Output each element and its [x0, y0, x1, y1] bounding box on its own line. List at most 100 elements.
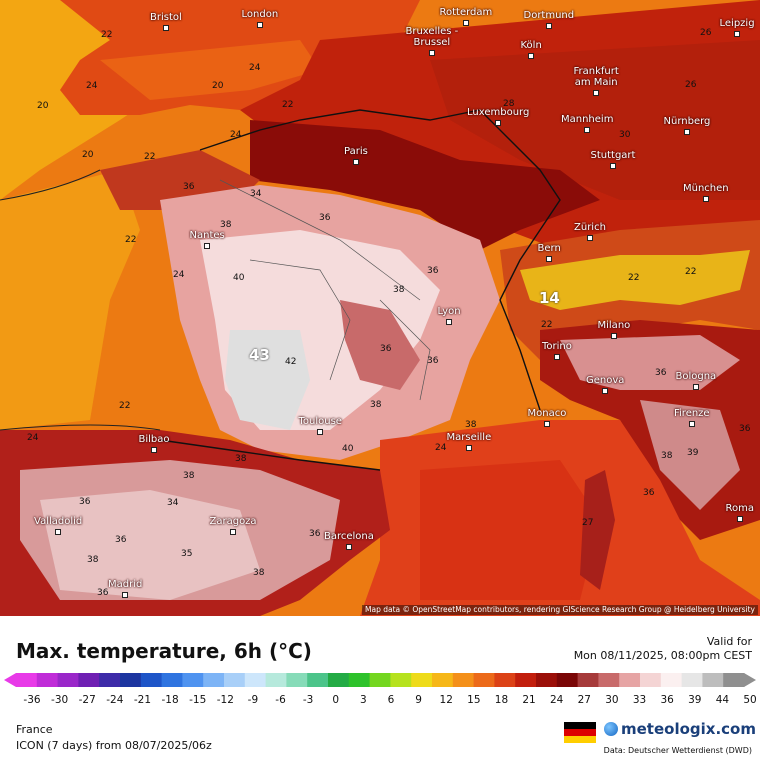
- color-swatch: [307, 673, 329, 687]
- city-label[interactable]: London: [241, 9, 279, 20]
- color-swatch: [598, 673, 620, 687]
- scale-tick-label: 30: [605, 694, 619, 706]
- scale-tick-label: 6: [387, 694, 395, 706]
- isotherm-value: 38: [220, 220, 232, 230]
- scale-tick-label: -9: [247, 694, 259, 706]
- city-label[interactable]: Dortmund: [523, 10, 575, 21]
- city-label[interactable]: Madrid: [108, 579, 143, 590]
- isotherm-value: 38: [235, 454, 247, 464]
- isotherm-value: 39: [687, 448, 699, 458]
- meseta: [40, 490, 260, 600]
- isotherm-value: 26: [685, 80, 697, 90]
- city-label[interactable]: Genova: [586, 375, 625, 386]
- extreme-value: 14: [539, 289, 560, 307]
- isotherm-value: 22: [101, 30, 113, 40]
- color-swatch: [182, 673, 204, 687]
- city-label[interactable]: Toulouse: [298, 416, 342, 427]
- scale-min-arrow: [4, 673, 16, 687]
- isotherm-value: 22: [628, 273, 640, 283]
- color-swatch: [640, 673, 662, 687]
- valid-for-label: Valid for: [706, 635, 752, 648]
- city-label[interactable]: Milano: [597, 320, 631, 331]
- scale-tick-label: 0: [332, 694, 340, 706]
- scale-tick-label: 15: [467, 694, 481, 706]
- city-label[interactable]: Rotterdam: [439, 7, 493, 18]
- city-label[interactable]: Marseille: [446, 432, 492, 443]
- city-label[interactable]: Roma: [725, 503, 755, 514]
- city-marker: [466, 445, 472, 451]
- isotherm-value: 36: [427, 356, 439, 366]
- city-label[interactable]: Bruxelles - Brussel: [405, 26, 459, 48]
- city-label[interactable]: Bern: [537, 243, 561, 254]
- map-attribution[interactable]: Map data © OpenStreetMap contributors, r…: [362, 605, 758, 615]
- city-label[interactable]: Köln: [520, 40, 542, 51]
- isotherm-value: 22: [125, 235, 137, 245]
- scale-tick-label: -36: [23, 694, 41, 706]
- scale-tick-label: 12: [439, 694, 453, 706]
- color-swatch: [702, 673, 724, 687]
- scale-tick-label: -21: [133, 694, 152, 706]
- city-label[interactable]: Paris: [344, 146, 368, 157]
- isotherm-value: 36: [739, 424, 751, 434]
- city-label[interactable]: Monaco: [527, 408, 567, 419]
- city-marker: [587, 235, 593, 241]
- color-swatch: [286, 673, 308, 687]
- isotherm-value: 35: [181, 549, 193, 559]
- country-borders: [159, 109, 561, 471]
- city-label[interactable]: Zürich: [574, 222, 606, 233]
- city-label[interactable]: München: [683, 183, 729, 194]
- city-label[interactable]: Torino: [542, 341, 572, 352]
- city-label[interactable]: Valladolid: [34, 516, 83, 527]
- city-marker: [204, 243, 210, 249]
- city-label[interactable]: Frankfurt am Main: [573, 66, 619, 88]
- city-marker: [429, 50, 435, 56]
- color-swatch: [99, 673, 121, 687]
- scale-tick-label: 3: [360, 694, 367, 706]
- isotherm-value: 40: [342, 444, 354, 454]
- city-label[interactable]: Stuttgart: [590, 150, 636, 161]
- region-name: France: [16, 723, 53, 736]
- isotherm-value: 20: [37, 101, 49, 111]
- isotherm-value: 38: [87, 555, 99, 565]
- meteologix-logo[interactable]: meteologix.com: [604, 720, 756, 738]
- city-marker: [611, 333, 617, 339]
- color-swatch: [328, 673, 350, 687]
- city-label[interactable]: Nantes: [189, 230, 225, 241]
- logo-text: meteologix.com: [621, 720, 756, 738]
- france-43zone: [225, 330, 310, 430]
- isotherm-value: 22: [685, 267, 697, 277]
- city-label[interactable]: Bristol: [150, 12, 182, 23]
- city-marker: [544, 421, 550, 427]
- color-swatch: [452, 673, 475, 687]
- isotherm-value: 26: [700, 28, 712, 38]
- city-marker: [230, 529, 236, 535]
- scale-max-arrow: [744, 673, 756, 687]
- city-label[interactable]: Lyon: [437, 306, 461, 317]
- city-label[interactable]: Nürnberg: [663, 116, 711, 127]
- city-label[interactable]: Bologna: [675, 371, 717, 382]
- isotherm-value: 40: [233, 273, 245, 283]
- city-marker: [546, 23, 552, 29]
- isotherm-value: 24: [27, 433, 39, 443]
- legend-panel: Max. temperature, 6h (°C) Valid for Mon …: [0, 616, 760, 760]
- alps-snow: [520, 250, 750, 310]
- map-canvas: [0, 0, 760, 616]
- uk-inner: [100, 40, 320, 100]
- city-label[interactable]: Zaragoza: [209, 516, 257, 527]
- isotherm-value: 36: [79, 497, 91, 507]
- city-label[interactable]: Luxembourg: [467, 107, 530, 118]
- color-swatch: [57, 673, 79, 687]
- city-marker: [693, 384, 699, 390]
- city-marker: [584, 127, 590, 133]
- germany: [430, 40, 760, 200]
- city-label[interactable]: Barcelona: [324, 531, 374, 542]
- city-label[interactable]: Firenze: [674, 408, 710, 419]
- scale-tick-label: -6: [275, 694, 286, 706]
- isotherm-value: 36: [380, 344, 392, 354]
- isotherm-value: 38: [183, 471, 195, 481]
- city-label[interactable]: Mannheim: [561, 114, 614, 125]
- city-label[interactable]: Leipzig: [719, 18, 755, 29]
- isotherm-value: 22: [541, 320, 553, 330]
- temperature-map[interactable]: Bristol London Rotterdam Dortmund Leipzig Bru…: [0, 0, 760, 616]
- city-label[interactable]: Bilbao: [138, 434, 170, 445]
